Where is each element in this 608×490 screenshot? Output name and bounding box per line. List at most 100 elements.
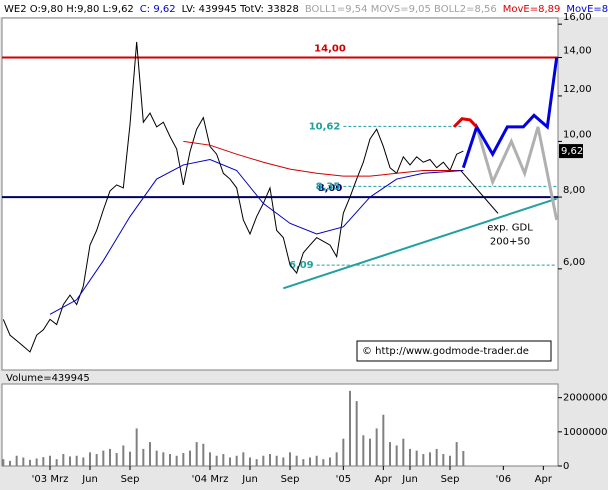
volume-bar bbox=[262, 455, 265, 466]
volume-bar bbox=[89, 452, 91, 466]
volume-bar bbox=[182, 453, 185, 466]
header-field: BOLL1=9,54 MOVS=9,05 BOLL2=8,56 bbox=[305, 4, 497, 15]
volume-bar bbox=[129, 451, 131, 466]
volume-bar bbox=[109, 448, 111, 466]
x-tick-label: '05 bbox=[336, 474, 351, 485]
volume-bar bbox=[175, 455, 178, 466]
y-tick-label: 10,00 bbox=[563, 129, 592, 140]
volume-bar bbox=[222, 454, 225, 466]
volume-bar bbox=[289, 452, 291, 466]
price-panel bbox=[1, 17, 559, 371]
annotation: exp. GDL bbox=[487, 222, 533, 233]
watermark-box bbox=[356, 340, 552, 362]
volume-bar bbox=[142, 448, 145, 466]
x-tick-label: '04 Mrz bbox=[192, 474, 229, 485]
volume-bar bbox=[255, 459, 258, 466]
volume-bar bbox=[362, 435, 365, 466]
volume-bar bbox=[9, 460, 11, 466]
volume-bar bbox=[2, 459, 5, 466]
volume-bar bbox=[122, 445, 125, 466]
header-field: LV: 439945 TotV: 33828 bbox=[182, 4, 299, 15]
volume-bar bbox=[355, 401, 358, 466]
y-tick-label: 0 bbox=[563, 461, 569, 472]
last-value-box bbox=[559, 144, 583, 159]
volume-bar bbox=[269, 454, 271, 466]
volume-bar bbox=[202, 443, 205, 466]
volume-bar bbox=[55, 459, 58, 466]
volume-bar bbox=[29, 459, 31, 466]
projection bbox=[475, 126, 559, 221]
volume-bar bbox=[369, 438, 371, 466]
volume-bar bbox=[49, 455, 51, 466]
annotation: 200+50 bbox=[490, 236, 530, 247]
x-tick-label: '03 Mrz bbox=[32, 474, 69, 485]
volume-bar bbox=[295, 455, 298, 466]
annotation-arrow bbox=[460, 170, 499, 214]
volume-bar bbox=[302, 459, 305, 466]
volume-bar bbox=[162, 452, 165, 466]
volume-bar bbox=[115, 453, 118, 466]
level-label: 6,09 bbox=[289, 260, 314, 271]
volume-bar bbox=[435, 448, 438, 466]
y-tick-label: 8,00 bbox=[563, 185, 585, 196]
volume-bar bbox=[62, 454, 65, 466]
x-tick-label: Apr bbox=[375, 474, 393, 485]
watermark: © http://www.godmode-trader.de bbox=[362, 346, 529, 357]
y-tick-label: 12,00 bbox=[563, 84, 592, 95]
volume-bar bbox=[35, 458, 38, 466]
volume-bar bbox=[22, 457, 25, 466]
y-tick-label: 6,00 bbox=[563, 257, 585, 268]
volume-bar bbox=[275, 455, 278, 466]
volume-bar bbox=[442, 454, 445, 466]
volume-panel bbox=[1, 383, 559, 467]
volume-bar bbox=[102, 450, 105, 466]
level-label: 8,00 bbox=[318, 183, 343, 194]
volume-bar bbox=[462, 450, 465, 466]
projection bbox=[452, 117, 478, 128]
header-field: WE2 O:9,80 H:9,80 L:9,62 bbox=[4, 4, 134, 15]
volume-bar bbox=[402, 438, 405, 466]
volume-bar bbox=[149, 442, 151, 466]
volume-bar bbox=[75, 455, 78, 466]
header-field: MovE=8,89 bbox=[503, 4, 561, 15]
header-bar bbox=[0, 0, 608, 17]
volume-bar bbox=[395, 445, 398, 466]
volume-bar bbox=[155, 450, 158, 466]
volume-bar bbox=[449, 455, 451, 466]
volume-bar bbox=[342, 438, 345, 466]
volume-bar bbox=[415, 450, 418, 466]
volume-bar bbox=[249, 457, 251, 466]
volume-bar bbox=[315, 455, 318, 466]
volume-title: Volume=439945 bbox=[6, 373, 90, 384]
moving-average bbox=[49, 158, 464, 315]
volume-bar bbox=[322, 459, 325, 466]
volume-bar bbox=[382, 414, 385, 466]
volume-bar bbox=[229, 457, 231, 466]
x-tick-label: Sep bbox=[281, 474, 300, 485]
y-tick-label: 1000000 bbox=[563, 427, 608, 438]
volume-bar bbox=[329, 457, 331, 466]
volume-bar bbox=[189, 450, 191, 466]
volume-bar bbox=[429, 452, 431, 466]
volume-bar bbox=[409, 448, 411, 466]
moving-average bbox=[183, 140, 464, 177]
x-tick-label: Jun bbox=[241, 474, 258, 485]
volume-bar bbox=[375, 428, 378, 466]
x-tick-label: Jun bbox=[81, 474, 98, 485]
volume-bar bbox=[82, 457, 85, 466]
projection bbox=[461, 57, 559, 169]
volume-bar bbox=[335, 452, 338, 466]
volume-bar bbox=[69, 456, 71, 466]
volume-bar bbox=[195, 442, 198, 466]
level-label: 10,62 bbox=[309, 121, 341, 132]
x-tick-label: '06 bbox=[496, 474, 511, 485]
volume-bar bbox=[349, 390, 351, 466]
header-field: MovE=8,62 bbox=[566, 4, 608, 15]
volume-bar bbox=[209, 452, 211, 466]
volume-bar bbox=[169, 454, 171, 466]
volume-bar bbox=[15, 455, 18, 466]
level-label: 8,35 bbox=[316, 181, 341, 192]
trend-line bbox=[283, 197, 557, 290]
volume-bar bbox=[135, 428, 138, 466]
